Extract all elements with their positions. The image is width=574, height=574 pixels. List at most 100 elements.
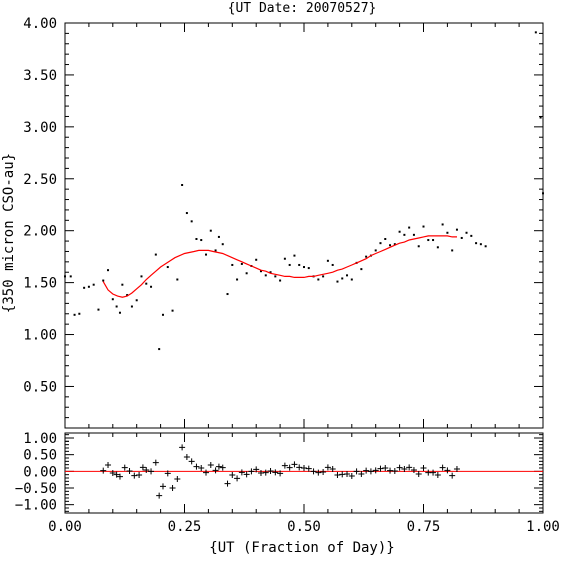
residual-point: [315, 469, 322, 476]
data-point: [190, 220, 193, 223]
residuals-panel: −1.00−0.500.000.501.00: [15, 431, 544, 514]
residual-point: [320, 469, 327, 475]
main-y-axis: 0.50 1.00 1.50 2.00 2.50 3.00 3.50 4.00: [23, 16, 543, 429]
data-point: [217, 235, 220, 238]
data-point: [475, 242, 478, 245]
residual-point: [444, 467, 451, 474]
data-point: [259, 270, 262, 273]
residual-point: [391, 468, 398, 474]
data-point: [111, 298, 114, 301]
data-point: [542, 192, 544, 195]
data-point: [379, 242, 382, 245]
data-point: [279, 279, 282, 282]
residual-point: [301, 465, 307, 471]
residual-point: [126, 468, 133, 474]
data-point: [158, 348, 161, 351]
data-point: [336, 280, 339, 283]
data-point: [283, 257, 286, 260]
residual-point: [406, 464, 413, 471]
data-point: [350, 278, 353, 281]
residual-point: [116, 473, 123, 480]
data-point: [145, 282, 148, 285]
x-tick-label: 0.00: [48, 519, 82, 535]
data-point: [121, 283, 124, 286]
data-point: [87, 285, 90, 288]
main-plot-marks: [64, 31, 544, 351]
data-point: [288, 263, 291, 266]
y-axis-label: {350 micron CSO-au}: [1, 153, 17, 313]
residual-point: [281, 462, 288, 469]
data-point: [64, 275, 66, 278]
data-point: [92, 283, 95, 286]
data-point: [69, 275, 72, 278]
data-point: [470, 234, 473, 237]
main-y-tick-label: 2.50: [23, 172, 57, 188]
data-point: [102, 279, 105, 282]
data-point: [130, 305, 133, 308]
residual-point: [113, 471, 120, 478]
data-point: [374, 249, 377, 252]
residual-point: [215, 463, 222, 470]
main-panel: 0.50 1.00 1.50 2.00 2.50 3.00 3.50 4.00 {350 mi…: [1, 16, 544, 429]
residuals-y-tick-label: 1.00: [23, 431, 57, 447]
residual-point: [234, 475, 241, 482]
residual-point: [453, 466, 460, 472]
main-y-tick-label: 0.50: [23, 379, 57, 395]
data-point: [135, 299, 138, 302]
data-point: [97, 308, 100, 311]
residuals-y-tick-label: 0.50: [23, 448, 57, 464]
data-point: [107, 269, 110, 272]
data-point: [115, 305, 118, 308]
residuals-y-tick-label: −0.50: [15, 481, 57, 497]
residual-point: [372, 467, 379, 474]
data-point: [118, 311, 121, 314]
residual-point: [105, 462, 112, 468]
x-axis-label: {UT (Fraction of Day)}: [209, 540, 394, 556]
residual-point: [248, 468, 255, 475]
residual-point: [329, 466, 336, 472]
residuals-plot-marks: [65, 444, 543, 499]
data-point: [221, 243, 224, 246]
data-point: [393, 243, 396, 246]
residual-point: [143, 467, 150, 473]
residual-point: [183, 454, 190, 460]
data-point: [398, 230, 401, 233]
residual-point: [396, 464, 403, 471]
residual-point: [262, 469, 269, 476]
data-point: [436, 246, 439, 249]
data-point: [200, 239, 203, 242]
data-point: [293, 254, 296, 257]
residual-point: [121, 464, 128, 471]
data-point: [417, 245, 420, 248]
residual-point: [148, 468, 155, 475]
data-point: [231, 263, 234, 266]
residual-point: [310, 468, 317, 475]
data-point: [403, 233, 406, 236]
fit-curve: [102, 235, 457, 298]
residual-point: [159, 483, 166, 490]
data-point: [317, 278, 320, 281]
residual-point: [131, 472, 138, 479]
residual-point: [296, 464, 303, 471]
data-point: [245, 272, 248, 275]
residual-point: [193, 463, 200, 470]
data-point: [326, 259, 329, 262]
residual-point: [243, 471, 250, 478]
residual-point: [420, 465, 427, 471]
x-axis: 0.00 0.25 0.50 0.75 1.00: [48, 23, 560, 535]
residual-point: [224, 480, 231, 487]
data-point: [226, 293, 229, 296]
x-tick-label: 0.75: [407, 519, 441, 535]
data-point: [181, 184, 184, 186]
residual-point: [238, 469, 245, 476]
residuals-y-tick-label: 0.00: [23, 464, 57, 480]
residual-point: [136, 472, 143, 478]
residual-point: [324, 464, 331, 471]
main-y-tick-label: 1.50: [23, 276, 57, 292]
residual-point: [430, 469, 437, 476]
residual-point: [100, 467, 107, 474]
data-point: [307, 267, 310, 270]
data-point: [240, 262, 243, 265]
data-point: [171, 309, 174, 312]
data-point: [455, 228, 458, 231]
